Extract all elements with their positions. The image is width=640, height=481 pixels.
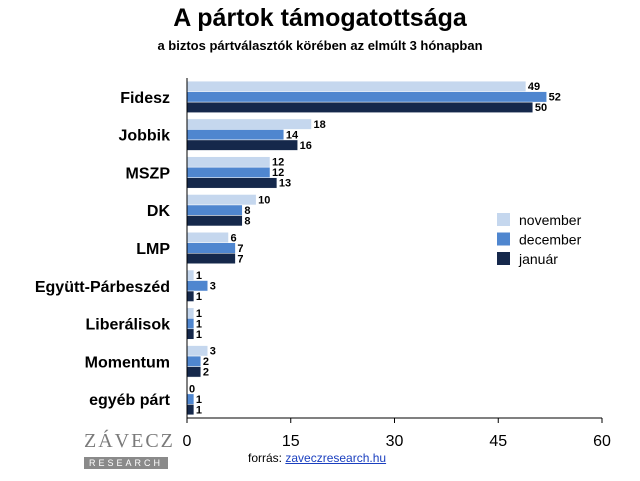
- zavecz-logo: ZÁVECZ RESEARCH: [84, 430, 174, 470]
- bar-november: [186, 194, 257, 206]
- data-label: 3: [210, 346, 216, 358]
- data-label: 2: [203, 356, 209, 368]
- bar-januar: [186, 139, 298, 151]
- bar-november: [186, 156, 271, 168]
- category-label: Fidesz: [120, 90, 170, 107]
- source-label: forrás:: [248, 451, 283, 465]
- data-label: 18: [314, 119, 326, 131]
- data-label: 1: [196, 394, 202, 406]
- data-label: 1: [196, 318, 202, 330]
- data-label: 14: [286, 129, 299, 141]
- bar-januar: [186, 215, 243, 227]
- category-label: Momentum: [85, 354, 170, 371]
- data-label: 12: [272, 157, 284, 169]
- data-label: 1: [196, 329, 202, 341]
- chart-title: A pártok támogatottsága: [173, 4, 467, 32]
- bar-november: [186, 269, 195, 281]
- source-line: forrás: zaveczresearch.hu: [248, 451, 386, 465]
- data-label: 1: [196, 291, 202, 303]
- data-label: 13: [279, 178, 291, 190]
- bar-november: [186, 80, 527, 92]
- bar-januar: [186, 101, 534, 113]
- data-label: 7: [237, 243, 243, 255]
- x-tick-label: 60: [593, 433, 611, 450]
- data-label: 2: [203, 367, 209, 379]
- bar-december: [186, 166, 271, 178]
- logo-main-text: ZÁVECZ: [84, 430, 175, 452]
- data-label: 49: [528, 81, 540, 93]
- data-label: 7: [237, 253, 243, 265]
- data-label: 1: [196, 308, 202, 320]
- data-label: 10: [258, 194, 270, 206]
- data-label: 1: [196, 270, 202, 282]
- bar-november: [186, 345, 208, 357]
- legend-label: november: [519, 212, 582, 228]
- data-label: 16: [300, 140, 312, 152]
- bar-januar: [186, 366, 202, 378]
- legend-swatch-december: [497, 232, 510, 246]
- category-label: Liberálisok: [86, 317, 171, 334]
- category-label: LMP: [136, 241, 170, 258]
- data-label: 8: [244, 215, 250, 227]
- data-label: 3: [210, 281, 216, 293]
- data-label: 50: [535, 102, 547, 114]
- bar-januar: [186, 253, 236, 264]
- data-label: 12: [272, 167, 284, 179]
- category-label: Együtt-Párbeszéd: [35, 279, 170, 296]
- category-label: Jobbik: [118, 128, 170, 145]
- x-tick-label: 0: [183, 433, 192, 450]
- legend-label: december: [519, 232, 582, 248]
- legend-label: január: [518, 251, 558, 267]
- data-label: 8: [244, 205, 250, 217]
- data-label: 0: [189, 383, 195, 395]
- bar-januar: [186, 290, 195, 302]
- category-label: DK: [147, 203, 171, 220]
- bar-december: [186, 242, 236, 254]
- bar-december: [186, 91, 547, 103]
- legend-swatch-november: [497, 213, 510, 226]
- bar-november: [186, 307, 195, 319]
- data-label: 52: [549, 92, 561, 104]
- bar-januar: [186, 404, 195, 416]
- bar-december: [186, 280, 208, 292]
- data-label: 6: [231, 232, 237, 244]
- legend-swatch-januar: [497, 252, 510, 265]
- bar-december: [186, 355, 202, 367]
- x-tick-label: 30: [386, 433, 404, 450]
- bar-november: [186, 118, 312, 130]
- x-tick-label: 15: [282, 433, 300, 450]
- category-label: MSZP: [126, 165, 171, 182]
- bar-januar: [186, 328, 195, 340]
- chart-subtitle: a biztos pártválasztók körében az elmúlt…: [157, 38, 483, 53]
- bar-november: [186, 232, 229, 243]
- logo-sub-text: RESEARCH: [84, 457, 168, 469]
- data-label: 1: [196, 404, 202, 416]
- x-tick-label: 45: [489, 433, 507, 450]
- category-label: egyéb párt: [89, 392, 171, 409]
- bar-december: [186, 204, 243, 216]
- bar-december: [186, 318, 195, 330]
- bar-januar: [186, 177, 278, 189]
- source-link[interactable]: zaveczresearch.hu: [285, 451, 387, 465]
- bar-december: [186, 129, 285, 141]
- bar-december: [186, 393, 195, 405]
